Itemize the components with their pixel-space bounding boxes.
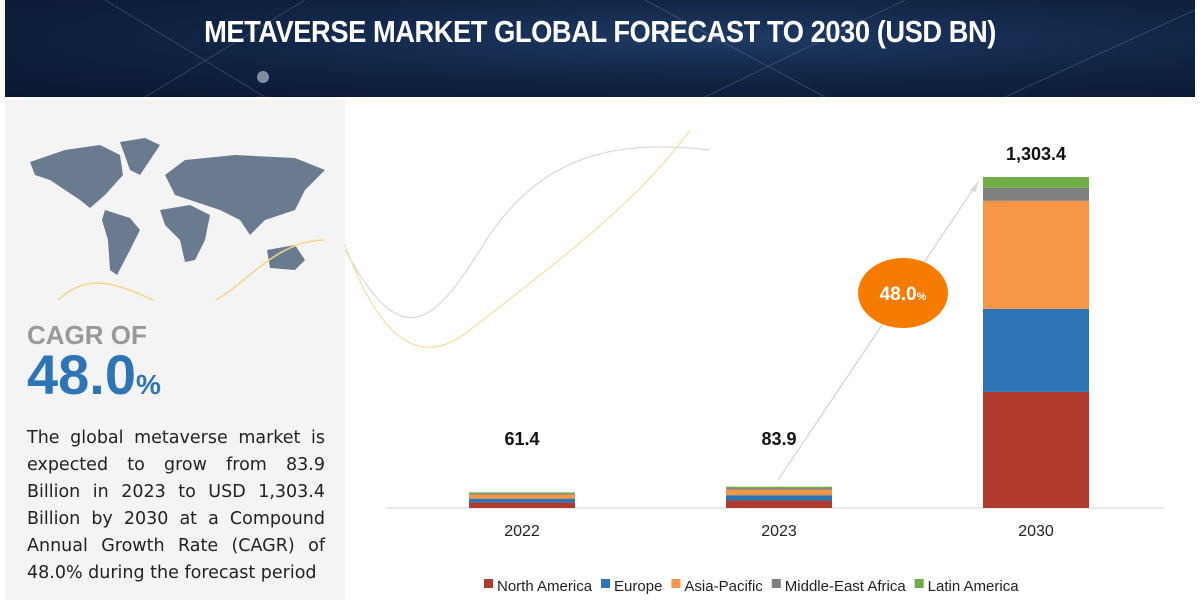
legend-label: Latin America [928, 578, 1020, 595]
bar-segment-2023-north-america [726, 500, 832, 508]
banner-decoration [104, 0, 1195, 97]
x-tick-label-2022: 2022 [504, 523, 540, 540]
market-description: The global metaverse market is expected … [27, 428, 325, 583]
bar-segment-2022-asia-pacific [469, 494, 575, 499]
left-panel: CAGR OF 48.0% The global metaverse marke… [5, 100, 345, 600]
legend-swatch [771, 579, 781, 588]
bar-segment-2022-north-america [469, 502, 575, 508]
cagr-bubble-text: 48.0% [880, 284, 927, 305]
total-label-2022: 61.4 [504, 429, 539, 449]
world-map-icon [30, 138, 326, 300]
legend-label: Europe [614, 578, 662, 595]
bar-segment-2030-asia-pacific [983, 200, 1089, 309]
growth-arrow-head [970, 182, 978, 192]
x-tick-label-2030: 2030 [1018, 523, 1054, 540]
decor-curve-yellow [344, 129, 691, 348]
bar-segment-2023-middle-east-africa [726, 488, 832, 490]
bar-segment-2030-latin-america [983, 177, 1089, 188]
legend-swatch [671, 579, 681, 588]
x-tick-label-2023: 2023 [761, 523, 797, 540]
total-label-2023: 83.9 [761, 429, 796, 449]
legend-label: Asia-Pacific [684, 578, 763, 595]
bar-segment-2023-latin-america [726, 486, 832, 489]
cagr-bubble [858, 258, 948, 328]
growth-arrow [777, 181, 979, 481]
bar-segment-2022-latin-america [469, 492, 575, 494]
legend-swatch [914, 579, 924, 588]
header-banner: METAVERSE MARKET GLOBAL FORECAST TO 2030… [5, 0, 1195, 97]
cagr-value: 48.0% [27, 342, 161, 407]
bar-segment-2030-middle-east-africa [983, 187, 1089, 201]
bar-segment-2023-asia-pacific [726, 489, 832, 496]
legend: North America Europe Asia-Pacific Middle-Ea… [484, 578, 1019, 595]
bar-segment-2030-europe [983, 308, 1089, 392]
bar-segment-2030-north-america [983, 391, 1089, 508]
cagr-unit: % [136, 369, 161, 400]
decor-curve-gray [344, 146, 711, 319]
legend-swatch [484, 579, 493, 588]
cagr-number: 48.0 [27, 343, 136, 406]
legend-label: Middle-East Africa [785, 578, 907, 595]
legend-swatch [601, 579, 611, 588]
bar-segment-2023-europe [726, 495, 832, 501]
bar-segment-2022-middle-east-africa [469, 493, 575, 495]
total-label-2030: 1,303.4 [1006, 144, 1066, 164]
legend-label: North America [497, 578, 593, 595]
cagr-label: CAGR OF [27, 320, 147, 350]
chart-title: METAVERSE MARKET GLOBAL FORECAST TO 2030… [204, 14, 996, 49]
bar-segment-2022-europe [469, 498, 575, 503]
